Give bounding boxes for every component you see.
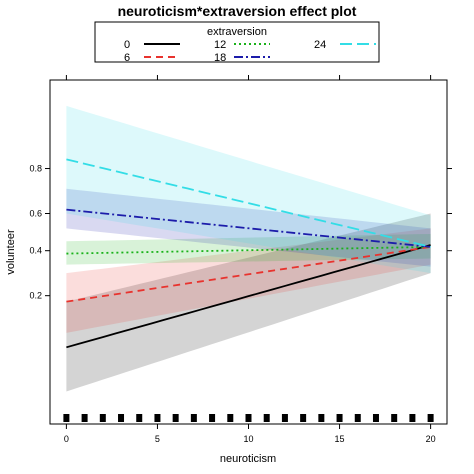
rug-mark: [190, 414, 197, 422]
rug-mark: [209, 414, 216, 422]
rug-mark: [63, 414, 70, 422]
x-tick-label: 10: [243, 434, 253, 444]
x-tick-label: 15: [335, 434, 345, 444]
y-axis-title: volunteer: [5, 229, 17, 275]
rug-mark: [99, 414, 106, 422]
rug-mark: [336, 414, 343, 422]
line-extraversion-24: [66, 158, 431, 248]
legend-label: 24: [314, 39, 326, 51]
legend-label: 12: [214, 39, 226, 51]
band-extraversion-6: [66, 228, 431, 333]
x-axis: 0 5 10 15 20: [64, 75, 436, 444]
line-extraversion-12: [66, 246, 431, 255]
legend-item-0: 0: [124, 39, 180, 51]
legend-item-24: 24: [314, 39, 376, 51]
x-tick-label: 20: [426, 434, 436, 444]
rug-marks: [63, 414, 434, 422]
rug-mark: [281, 414, 288, 422]
y-tick-label: 0.4: [29, 246, 42, 256]
rug-mark: [318, 414, 325, 422]
rug-mark: [81, 414, 88, 422]
rug-mark: [391, 414, 398, 422]
rug-mark: [263, 414, 270, 422]
legend-item-18: 18: [214, 52, 270, 64]
line-extraversion-0: [66, 244, 431, 349]
chart-title: neuroticism*extraversion effect plot: [118, 3, 357, 19]
legend-item-6: 6: [124, 52, 180, 64]
rug-mark: [409, 414, 416, 422]
y-tick-label: 0.2: [29, 291, 42, 301]
rug-mark: [245, 414, 252, 422]
x-axis-title: neuroticism: [220, 453, 276, 465]
legend-label: 6: [124, 52, 130, 64]
rug-mark: [372, 414, 379, 422]
rug-mark: [354, 414, 361, 422]
fit-lines: [66, 158, 431, 349]
band-extraversion-24: [66, 105, 431, 274]
rug-mark: [427, 414, 434, 422]
confidence-bands: [66, 105, 431, 392]
legend-title: extraversion: [207, 26, 267, 38]
y-tick-label: 0.6: [29, 209, 42, 219]
rug-mark: [300, 414, 307, 422]
rug-mark: [118, 414, 125, 422]
legend-item-12: 12: [214, 39, 270, 51]
rug-mark: [227, 414, 234, 422]
x-tick-label: 0: [64, 434, 69, 444]
rug-mark: [154, 414, 161, 422]
legend-frame: [94, 21, 380, 63]
band-extraversion-12: [66, 233, 431, 265]
rug-mark: [172, 414, 179, 422]
line-extraversion-6: [66, 246, 431, 303]
y-axis: 0.2 0.4 0.6 0.8: [29, 164, 452, 301]
legend-label: 0: [124, 39, 130, 51]
rug-mark: [136, 414, 143, 422]
legend-label: 18: [214, 52, 226, 64]
y-tick-label: 0.8: [29, 164, 42, 174]
band-extraversion-0: [66, 213, 431, 392]
line-extraversion-18: [66, 208, 431, 248]
x-tick-label: 5: [155, 434, 160, 444]
